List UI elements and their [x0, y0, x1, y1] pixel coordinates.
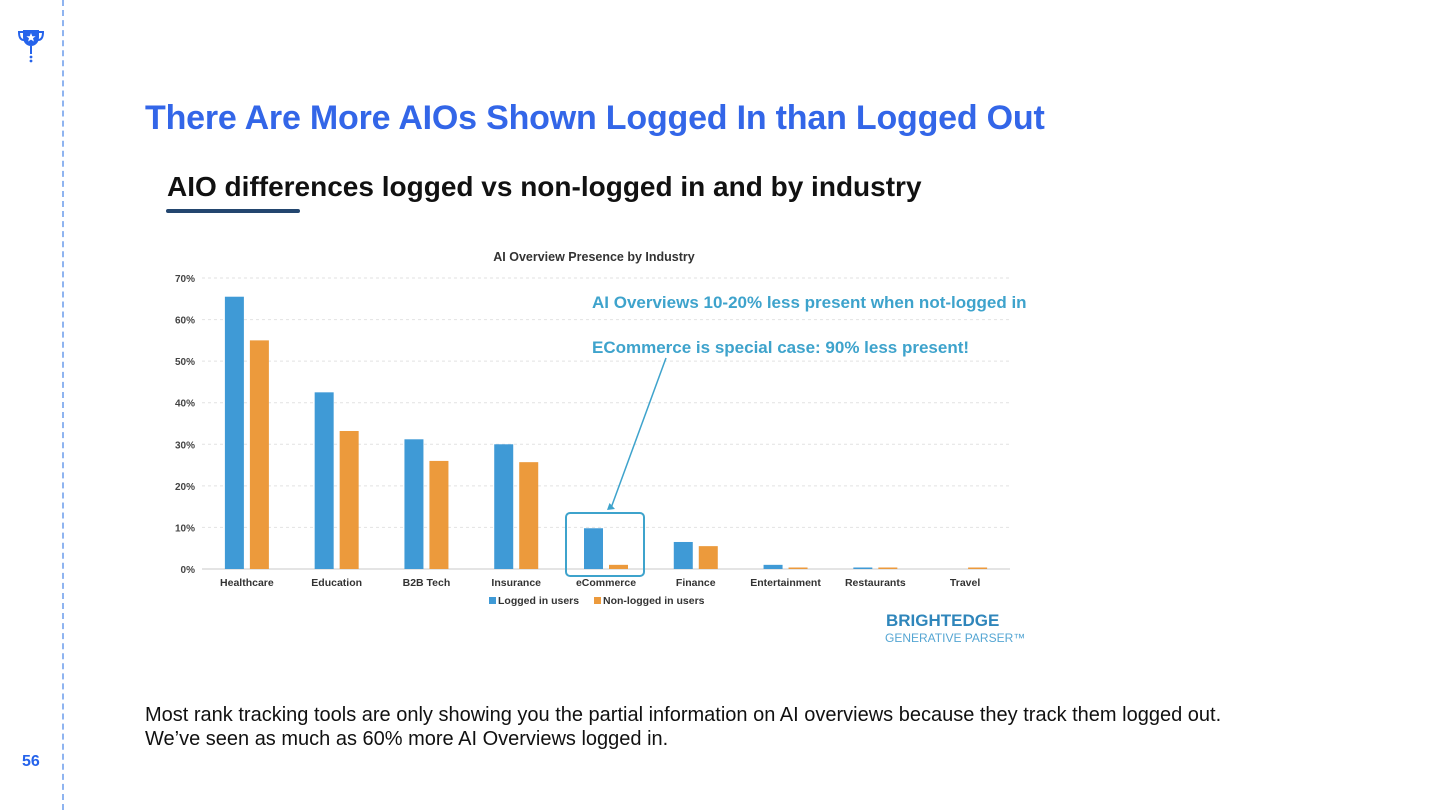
chart-svg: AIO differences logged vs non-logged in …: [166, 171, 1027, 645]
brand-subtitle: GENERATIVE PARSER™: [885, 631, 1025, 645]
bar-non-logged-in: [339, 430, 359, 569]
x-tick-label: Healthcare: [220, 577, 274, 589]
legend-swatch: [489, 597, 496, 604]
bar-non-logged-in: [609, 564, 628, 569]
x-tick-label: Travel: [950, 577, 980, 589]
x-tick-label: Restaurants: [845, 577, 906, 589]
legend-label: Non-logged in users: [603, 595, 705, 607]
y-tick-label: 50%: [175, 357, 195, 368]
legend-label: Logged in users: [498, 595, 579, 607]
y-tick-label: 60%: [175, 316, 195, 327]
x-tick-label: Finance: [676, 577, 716, 589]
bar-logged-in: [404, 439, 424, 569]
chart-image: AIO differences logged vs non-logged in …: [150, 158, 1040, 658]
y-tick-label: 20%: [175, 482, 195, 493]
x-tick-label: eCommerce: [576, 577, 636, 589]
bar-logged-in: [314, 392, 334, 569]
bar-non-logged-in: [519, 462, 539, 569]
bar-non-logged-in: [698, 546, 718, 569]
arrow-head: [607, 503, 615, 510]
bar-non-logged-in: [429, 460, 449, 569]
bar-non-logged-in: [878, 567, 898, 569]
left-rail-divider: [62, 0, 64, 810]
body-text: Most rank tracking tools are only showin…: [145, 703, 1385, 751]
heading-underline: [166, 209, 300, 213]
bar-logged-in: [673, 541, 693, 569]
bar-logged-in: [853, 567, 873, 569]
highlight-box: [565, 512, 645, 577]
bar-non-logged-in: [788, 567, 808, 569]
brand-name: BRIGHTEDGE: [886, 611, 999, 630]
x-tick-label: B2B Tech: [403, 577, 451, 589]
bar-logged-in: [494, 444, 514, 569]
y-tick-label: 70%: [175, 274, 195, 285]
y-tick-label: 30%: [175, 440, 195, 451]
bar-non-logged-in: [249, 340, 269, 569]
legend-swatch: [594, 597, 601, 604]
page-number: 56: [22, 753, 40, 770]
y-tick-label: 40%: [175, 399, 195, 410]
body-line-2: We’ve seen as much as 60% more AI Overvi…: [145, 728, 669, 750]
bar-non-logged-in: [968, 567, 988, 569]
annotation-arrow: [610, 357, 667, 509]
x-tick-label: Education: [311, 577, 362, 589]
y-tick-label: 10%: [175, 523, 195, 534]
trophy-icon: [17, 30, 45, 63]
bar-logged-in: [224, 296, 244, 569]
chart-title: AI Overview Presence by Industry: [493, 250, 695, 264]
image-heading: AIO differences logged vs non-logged in …: [167, 171, 922, 202]
x-tick-label: Entertainment: [750, 577, 821, 589]
annotation-line-1: AI Overviews 10-20% less present when no…: [592, 293, 1027, 312]
y-tick-label: 0%: [181, 565, 196, 576]
bar-logged-in: [763, 564, 783, 569]
annotation-line-2: ECommerce is special case: 90% less pres…: [592, 338, 969, 357]
body-line-1: Most rank tracking tools are only showin…: [145, 704, 1222, 726]
x-tick-label: Insurance: [491, 577, 541, 589]
slide-title: There Are More AIOs Shown Logged In than…: [145, 99, 1045, 137]
bar-logged-in: [584, 528, 603, 569]
